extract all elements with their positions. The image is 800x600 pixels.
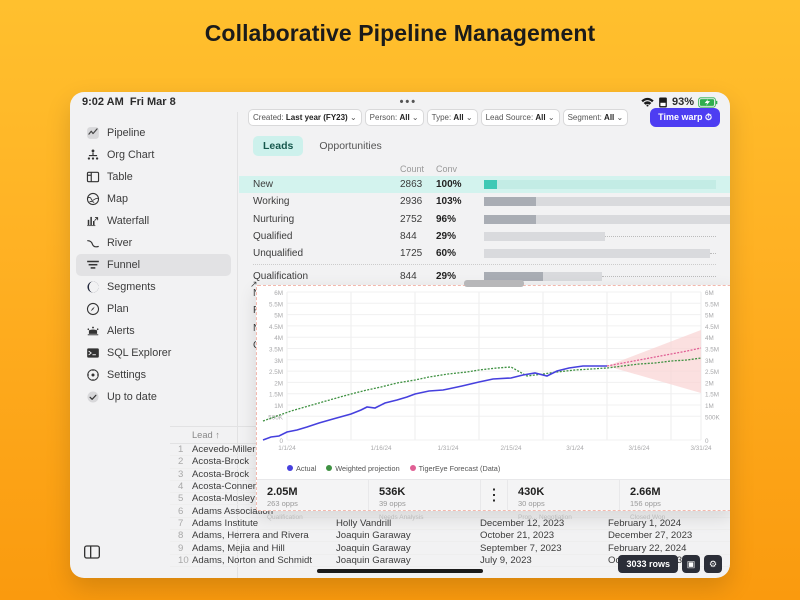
svg-text:5M: 5M bbox=[274, 313, 283, 320]
svg-text:1/16/24: 1/16/24 bbox=[370, 445, 392, 452]
svg-text:4.5M: 4.5M bbox=[705, 324, 719, 331]
svg-text:5M: 5M bbox=[705, 313, 714, 320]
svg-text:2.5M: 2.5M bbox=[705, 369, 719, 376]
svg-text:3/1/24: 3/1/24 bbox=[566, 445, 584, 452]
svg-text:5.5M: 5.5M bbox=[269, 301, 283, 308]
svg-text:500K: 500K bbox=[705, 414, 721, 421]
svg-text:1.5M: 1.5M bbox=[705, 392, 719, 399]
svg-text:3M: 3M bbox=[274, 358, 283, 365]
svg-text:3.5M: 3.5M bbox=[705, 347, 719, 354]
svg-text:6M: 6M bbox=[705, 290, 714, 297]
svg-text:4.5M: 4.5M bbox=[269, 324, 283, 331]
svg-text:2M: 2M bbox=[274, 380, 283, 387]
svg-text:3.5M: 3.5M bbox=[269, 347, 283, 354]
svg-text:0: 0 bbox=[279, 438, 283, 445]
svg-text:3M: 3M bbox=[705, 358, 714, 365]
svg-text:2/15/24: 2/15/24 bbox=[500, 445, 522, 452]
svg-text:1/31/24: 1/31/24 bbox=[437, 445, 459, 452]
svg-text:2M: 2M bbox=[705, 380, 714, 387]
svg-text:5.5M: 5.5M bbox=[705, 301, 719, 308]
svg-text:4M: 4M bbox=[274, 335, 283, 342]
svg-text:0: 0 bbox=[705, 438, 709, 445]
svg-text:6M: 6M bbox=[274, 290, 283, 297]
svg-text:3/31/24: 3/31/24 bbox=[690, 445, 712, 452]
svg-text:4M: 4M bbox=[705, 335, 714, 342]
svg-text:2.5M: 2.5M bbox=[269, 369, 283, 376]
svg-text:1M: 1M bbox=[705, 403, 714, 410]
svg-text:1M: 1M bbox=[274, 403, 283, 410]
svg-text:3/16/24: 3/16/24 bbox=[628, 445, 650, 452]
svg-text:1/1/24: 1/1/24 bbox=[278, 445, 296, 452]
svg-text:1.5M: 1.5M bbox=[269, 392, 283, 399]
